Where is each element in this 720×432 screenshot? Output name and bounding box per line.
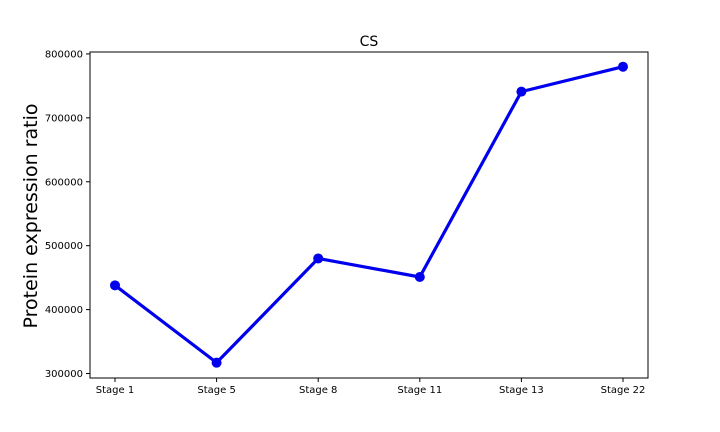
y-tick-label: 300000 [45, 369, 83, 380]
data-point [414, 272, 425, 283]
data-point [313, 253, 324, 264]
x-axis-ticks: Stage 1 Stage 5 Stage 8 Stage 11 Stage 13 Sta… [96, 378, 646, 396]
x-tick-label: Stage 11 [397, 385, 442, 396]
data-point [211, 357, 222, 368]
y-tick-label: 400000 [45, 305, 83, 316]
data-point [618, 61, 628, 72]
x-tick-label: Stage 22 [601, 385, 646, 396]
chart-title: CS [360, 34, 379, 50]
y-tick-label: 600000 [45, 177, 83, 188]
series-line [114, 65, 624, 365]
plot-area-frame [89, 51, 649, 379]
data-point [110, 280, 120, 291]
series-layer [110, 61, 628, 368]
y-tick-label: 500000 [45, 241, 83, 252]
x-tick-label: Stage 13 [499, 385, 544, 396]
y-tick-label: 800000 [45, 49, 83, 60]
x-tick-label: Stage 8 [299, 385, 337, 396]
x-tick-label: Stage 5 [197, 385, 235, 396]
x-tick-label: Stage 1 [96, 385, 134, 396]
y-axis-ticks: 300000 400000 500000 600000 700000 800000 [45, 49, 90, 380]
y-axis-label: Protein expression ratio [20, 104, 42, 329]
y-tick-label: 700000 [45, 113, 83, 124]
data-point [516, 86, 527, 97]
